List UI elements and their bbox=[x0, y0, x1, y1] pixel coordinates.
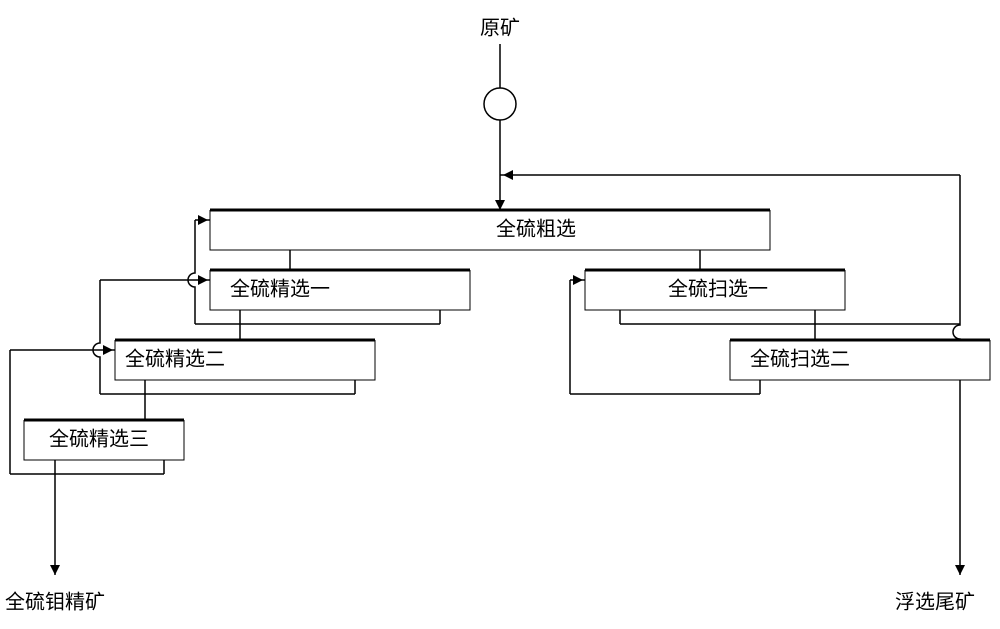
arrow bbox=[573, 275, 583, 285]
box-rough bbox=[210, 210, 770, 250]
label-concentrate: 全硫钼精矿 bbox=[5, 591, 105, 614]
vline-hop bbox=[953, 324, 960, 340]
label-clean2: 全硫精选二 bbox=[125, 348, 225, 371]
arrow bbox=[503, 170, 513, 180]
vline-hop bbox=[93, 280, 100, 394]
label-rough: 全硫粗选 bbox=[496, 218, 576, 241]
label-scav1: 全硫扫选一 bbox=[668, 278, 768, 301]
label-raw-ore: 原矿 bbox=[480, 17, 520, 40]
label-clean1: 全硫精选一 bbox=[230, 278, 330, 301]
arrow bbox=[955, 565, 965, 575]
label-scav2: 全硫扫选二 bbox=[750, 348, 850, 371]
grinding-circle bbox=[484, 88, 516, 120]
label-tailings: 浮选尾矿 bbox=[895, 591, 975, 614]
vline-hop bbox=[188, 220, 195, 324]
arrow bbox=[198, 275, 208, 285]
arrow bbox=[198, 215, 208, 225]
arrow bbox=[103, 345, 113, 355]
label-clean3: 全硫精选三 bbox=[49, 428, 149, 451]
arrow bbox=[50, 565, 60, 575]
